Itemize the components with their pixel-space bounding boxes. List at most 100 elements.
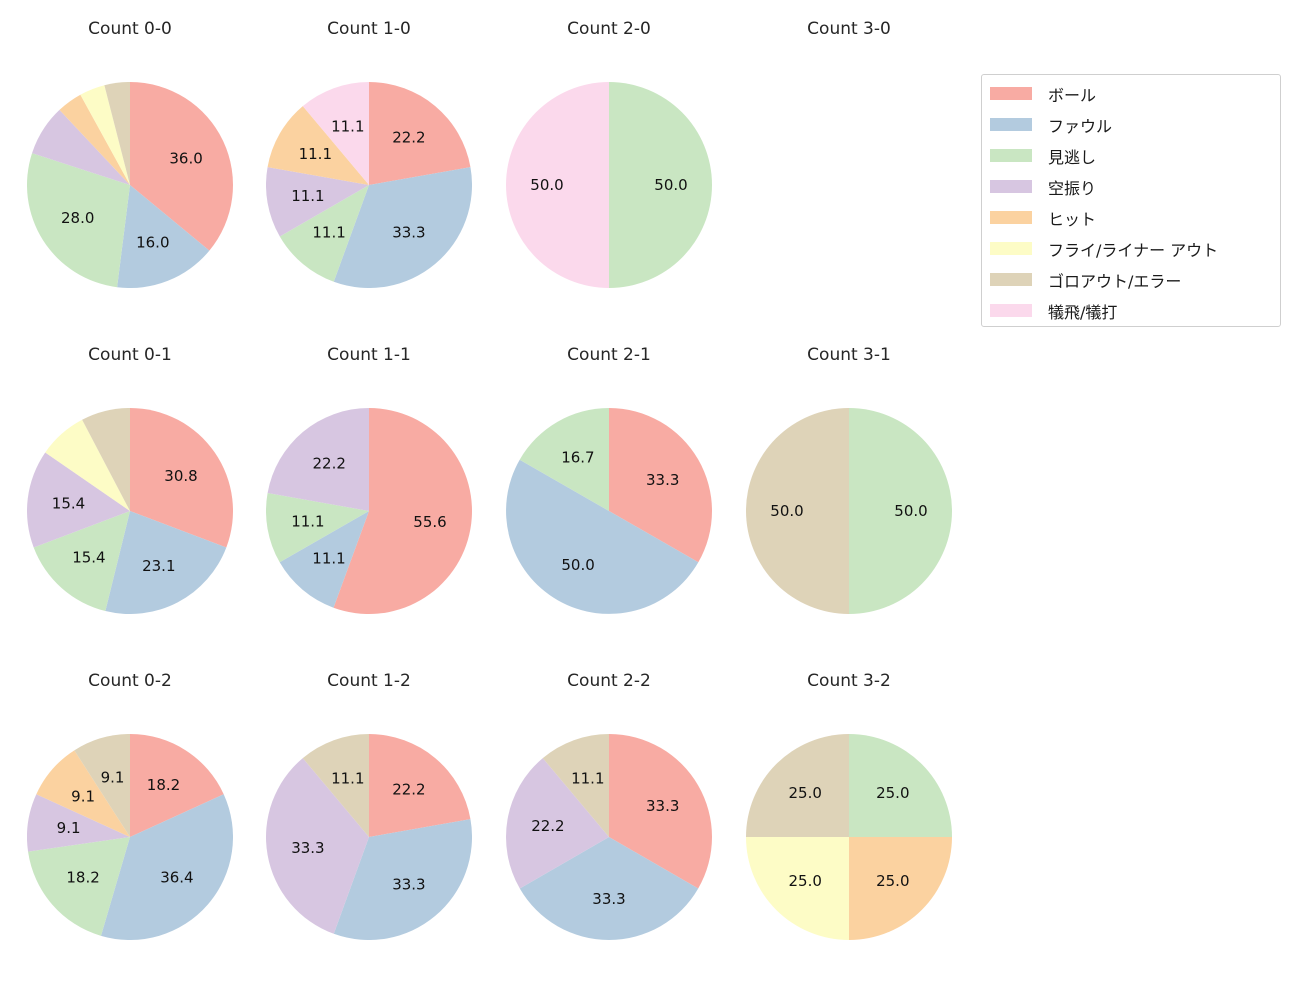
pie-slice-ファウル	[105, 511, 227, 614]
pie-slice-見逃し	[279, 185, 369, 282]
pie-slice-見逃し	[609, 82, 712, 288]
legend-color-swatch	[990, 273, 1032, 286]
subplot-count-2-0: Count 2-0 50.0 50.0	[489, 17, 729, 327]
pie-slice-ボール	[609, 408, 712, 563]
subplot-count-0-1: Count 0-1 30.8 23.1 15.4 15.4	[10, 343, 250, 653]
subplot-count-3-0: Count 3-0	[729, 17, 969, 327]
legend-item-sacrifice: 犠飛/犠打	[990, 295, 1280, 326]
pie-slice-label: 25.0	[788, 784, 821, 802]
pie-slice-label: 33.3	[392, 224, 425, 242]
pie-slice-label: 50.0	[561, 556, 594, 574]
pie-slice-label: 50.0	[770, 502, 803, 520]
legend-item-label: ボール	[1048, 85, 1097, 105]
pie-slice-label: 33.3	[646, 471, 679, 489]
pie-slice-ボール	[130, 734, 224, 837]
pie-slice-空振り	[266, 758, 369, 934]
legend-item-swinging-strike: 空振り	[990, 171, 1280, 202]
pie-slice-label: 25.0	[876, 872, 909, 890]
chart-title: Count 0-0	[88, 19, 172, 39]
pie-slice-ゴロアウト/エラー	[82, 408, 130, 511]
chart-title: Count 1-1	[327, 345, 411, 365]
pie-slice-label: 11.1	[291, 513, 324, 531]
chart-title: Count 3-0	[807, 19, 891, 39]
legend-item-label: 見逃し	[1048, 147, 1097, 167]
pie-slice-label: 16.7	[561, 448, 594, 466]
pie-slice-ボール	[130, 82, 233, 251]
pie-slice-label: 11.1	[312, 549, 345, 567]
pie-slice-空振り	[27, 452, 130, 548]
subplot-count-2-1: Count 2-1 33.3 50.0 16.7	[489, 343, 729, 653]
pie-slice-label: 9.1	[57, 819, 81, 837]
pie-slice-空振り	[506, 758, 609, 889]
pie-slice-label: 25.0	[876, 784, 909, 802]
subplot-count-1-1: Count 1-1 55.6 11.1 11.1 22.2	[249, 343, 489, 653]
pie-chart: 22.2 33.3 33.3 11.1	[266, 734, 472, 940]
chart-title: Count 1-0	[327, 19, 411, 39]
legend-color-swatch	[990, 118, 1032, 131]
pie-slice-ヒット	[36, 750, 131, 837]
legend-item-label: フライ/ライナー アウト	[1048, 240, 1219, 260]
subplot-count-0-2: Count 0-2 18.2 36.4 18.2 9.1 9.1 9.1	[10, 669, 250, 979]
pie-slice-ヒット	[267, 106, 369, 185]
pie-chart: 30.8 23.1 15.4 15.4	[27, 408, 233, 614]
pie-slice-ファウル	[333, 167, 472, 288]
subplot-count-3-1: Count 3-1 50.0 50.0	[729, 343, 969, 653]
chart-title: Count 2-0	[567, 19, 651, 39]
pie-slice-label: 15.4	[72, 548, 105, 566]
pie-slice-ゴロアウト/エラー	[74, 734, 130, 837]
pie-chart: 50.0 50.0	[506, 82, 712, 288]
pie-slice-ボール	[333, 408, 472, 614]
pie-slice-label: 11.1	[312, 224, 345, 242]
subplot-count-2-2: Count 2-2 33.3 33.3 22.2 11.1	[489, 669, 729, 979]
legend-item-foul: ファウル	[990, 109, 1280, 140]
pie-slice-ゴロアウト/エラー	[542, 734, 609, 837]
pie-chart: 36.0 16.0 28.0	[27, 82, 233, 288]
pie-slice-label: 15.4	[52, 495, 85, 513]
pie-slice-ゴロアウト/エラー	[104, 82, 130, 185]
legend-item-hit: ヒット	[990, 202, 1280, 233]
legend-item-label: ゴロアウト/エラー	[1048, 271, 1182, 291]
pie-slice-見逃し	[849, 734, 952, 837]
legend-item-groundout-error: ゴロアウト/エラー	[990, 264, 1280, 295]
pie-slice-label: 9.1	[71, 787, 95, 805]
pie-chart: 18.2 36.4 18.2 9.1 9.1 9.1	[27, 734, 233, 940]
pie-slice-label: 50.0	[530, 176, 563, 194]
legend-color-swatch	[990, 304, 1032, 317]
pie-slice-label: 11.1	[571, 770, 604, 788]
pie-slice-見逃し	[33, 511, 130, 612]
pie-slice-label: 11.1	[331, 770, 364, 788]
pie-chart: 33.3 33.3 22.2 11.1	[506, 734, 712, 940]
subplot-count-1-2: Count 1-2 22.2 33.3 33.3 11.1	[249, 669, 489, 979]
pie-slice-label: 33.3	[291, 839, 324, 857]
pie-slice-ファウル	[100, 794, 233, 940]
pie-slice-犠飛/犠打	[302, 82, 369, 185]
pie-slice-ボール	[369, 82, 471, 185]
subplot-count-3-2: Count 3-2 25.0 25.0 25.0 25.0	[729, 669, 969, 979]
legend-item-label: ヒット	[1048, 209, 1097, 229]
legend: ボール ファウル 見逃し 空振り ヒット フライ/ライナー アウト ゴロアウト/…	[981, 74, 1281, 327]
pie-slice-label: 33.3	[646, 797, 679, 815]
pie-slice-見逃し	[28, 837, 130, 936]
pie-slice-空振り	[27, 794, 130, 852]
pie-slice-label: 25.0	[788, 872, 821, 890]
pie-slice-label: 30.8	[164, 467, 197, 485]
pie-slice-label: 22.2	[392, 129, 425, 147]
pie-slice-ボール	[369, 734, 471, 837]
legend-color-swatch	[990, 211, 1032, 224]
pie-chart: 55.6 11.1 11.1 22.2	[266, 408, 472, 614]
pie-slice-label: 11.1	[331, 118, 364, 136]
pie-chart: 22.2 33.3 11.1 11.1 11.1 11.1	[266, 82, 472, 288]
legend-item-fly-liner-out: フライ/ライナー アウト	[990, 233, 1280, 264]
pie-slice-label: 33.3	[592, 890, 625, 908]
pie-slice-見逃し	[849, 408, 952, 614]
legend-color-swatch	[990, 180, 1032, 193]
chart-title: Count 1-2	[327, 671, 411, 691]
pie-slice-ヒット	[849, 837, 952, 940]
pie-slice-label: 11.1	[299, 145, 332, 163]
pie-slice-見逃し	[27, 153, 130, 288]
legend-item-label: ファウル	[1048, 116, 1113, 136]
pie-slice-空振り	[266, 167, 369, 237]
pie-slice-ファウル	[333, 819, 472, 940]
pie-slice-ファウル	[117, 185, 210, 288]
